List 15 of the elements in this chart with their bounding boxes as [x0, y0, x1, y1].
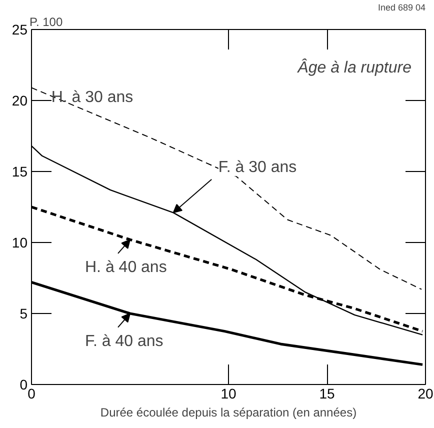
y-tick-label: 25 — [12, 22, 28, 38]
x-tick-label: 20 — [418, 386, 434, 402]
y-tick-label: 5 — [20, 306, 28, 322]
text: Ined 689 04 — [378, 2, 426, 12]
y-axis-title: P. 100 — [30, 15, 63, 29]
annotation: H. à 40 ans — [85, 259, 167, 276]
x-tick-label: 10 — [220, 386, 236, 402]
y-tick-label: 15 — [12, 164, 28, 180]
annotation: F. à 40 ans — [85, 333, 164, 350]
text: Âge à la rupture — [296, 58, 412, 76]
x-axis-title: Durée écoulée depuis la séparation (en années) — [100, 406, 357, 420]
y-tick-label: 10 — [12, 234, 28, 250]
x-tick-label: 15 — [319, 386, 335, 402]
y-tick-label: 20 — [12, 92, 28, 108]
annotation: F. à 30 ans — [218, 159, 297, 176]
